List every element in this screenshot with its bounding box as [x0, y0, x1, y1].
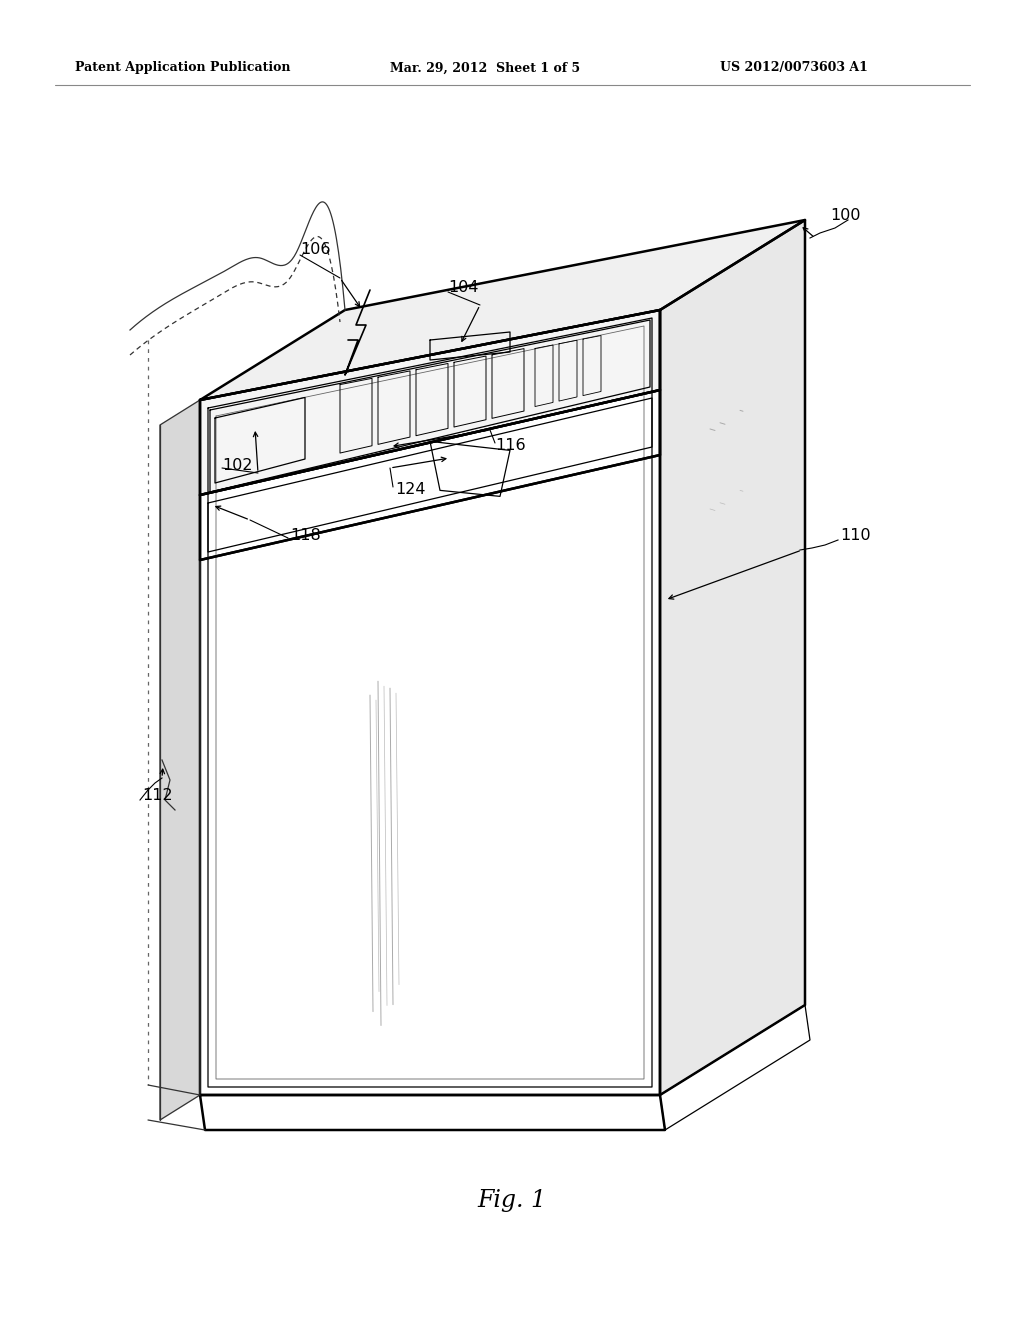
Text: 110: 110: [840, 528, 870, 543]
Text: 106: 106: [300, 243, 331, 257]
Text: Patent Application Publication: Patent Application Publication: [75, 62, 291, 74]
Polygon shape: [200, 310, 660, 1096]
Text: 124: 124: [395, 483, 426, 498]
Polygon shape: [200, 310, 660, 495]
Polygon shape: [160, 400, 200, 1119]
Polygon shape: [200, 220, 805, 400]
Text: 116: 116: [495, 437, 525, 453]
Polygon shape: [660, 220, 805, 1096]
Text: 102: 102: [222, 458, 253, 473]
Text: 112: 112: [142, 788, 173, 803]
Text: US 2012/0073603 A1: US 2012/0073603 A1: [720, 62, 868, 74]
Text: 104: 104: [449, 281, 478, 296]
Text: Fig. 1: Fig. 1: [477, 1188, 547, 1212]
Text: 118: 118: [290, 528, 321, 543]
Text: 100: 100: [830, 207, 860, 223]
Text: Mar. 29, 2012  Sheet 1 of 5: Mar. 29, 2012 Sheet 1 of 5: [390, 62, 581, 74]
